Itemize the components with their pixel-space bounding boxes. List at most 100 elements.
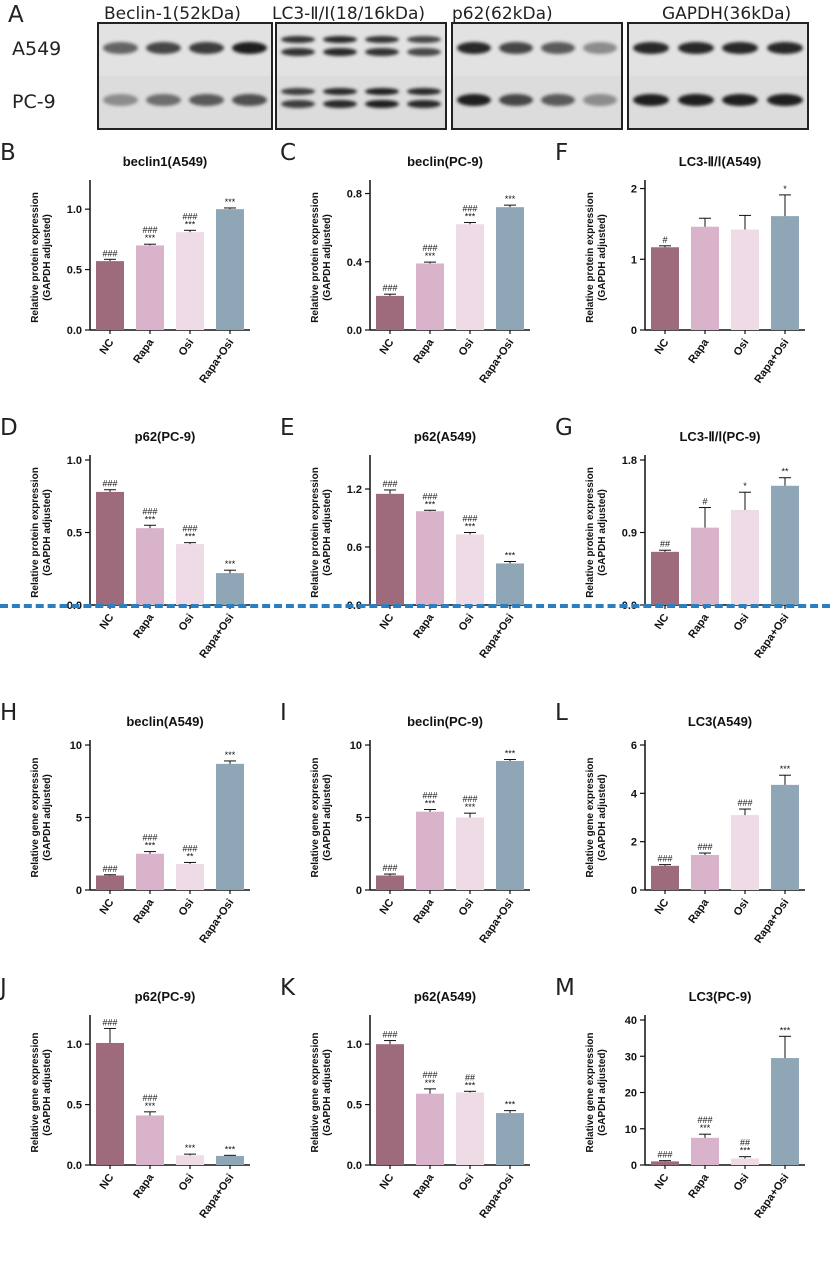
y-axis-label-line: (GAPDH adjusted) bbox=[597, 1049, 608, 1136]
blot-band bbox=[766, 42, 803, 54]
y-tick-label: 0 bbox=[631, 325, 637, 337]
bar bbox=[376, 493, 404, 605]
bar bbox=[496, 1113, 524, 1165]
bar bbox=[731, 815, 759, 890]
protein-label-lc3: LC3-Ⅱ/Ⅰ(18/16kDa) bbox=[272, 4, 426, 24]
blot-band bbox=[281, 88, 315, 95]
x-tick-label: Rapa bbox=[411, 611, 437, 641]
chart-svg: LC3(A549) Relative gene expression(GAPDH … bbox=[585, 714, 805, 946]
significance-label: *** bbox=[700, 1123, 711, 1133]
y-tick-label: 10 bbox=[350, 740, 362, 752]
blot-band bbox=[407, 88, 441, 95]
chart-title: p62(PC-9) bbox=[135, 989, 196, 1004]
x-tick-label: Rapa+Osi bbox=[197, 1172, 236, 1221]
bar bbox=[176, 232, 204, 330]
chart-title: p62(A549) bbox=[414, 989, 476, 1004]
chart-svg: p62(A549) Relative protein expression(GAP… bbox=[310, 429, 530, 661]
y-axis-label-line: Relative gene expression bbox=[310, 1032, 321, 1152]
x-tick-label: Osi bbox=[176, 1172, 196, 1193]
blot-band bbox=[499, 94, 533, 106]
significance-label: *** bbox=[145, 1101, 156, 1111]
bar bbox=[416, 263, 444, 330]
blot-band bbox=[583, 42, 617, 54]
cell-label-pc9: PC-9 bbox=[12, 91, 56, 113]
bar bbox=[216, 209, 244, 330]
blot-p62 bbox=[451, 22, 623, 130]
significance-label: # bbox=[662, 235, 667, 245]
chart-panel-m: M LC3(PC-9) Relative gene expression(GAPDH… bbox=[555, 975, 825, 1280]
significance-label: ### bbox=[382, 1030, 397, 1040]
significance-label: ### bbox=[422, 1070, 437, 1080]
blot-row bbox=[629, 76, 807, 128]
bar bbox=[376, 875, 404, 890]
blot-band bbox=[633, 42, 670, 54]
protein-label-p62: p62(62kDa) bbox=[452, 4, 553, 24]
y-axis-label-line: (GAPDH adjusted) bbox=[597, 489, 608, 576]
blot-band bbox=[633, 94, 670, 106]
bar bbox=[691, 1137, 719, 1165]
chart-panel-l: L LC3(A549) Relative gene expression(GAPDH… bbox=[555, 700, 825, 1005]
blot-band bbox=[189, 94, 224, 106]
bar bbox=[691, 226, 719, 330]
chart-title: LC3-Ⅱ/Ⅰ(PC-9) bbox=[679, 429, 760, 444]
y-axis-label-line: Relative gene expression bbox=[585, 757, 596, 877]
blot-band bbox=[722, 94, 759, 106]
bar bbox=[456, 224, 484, 330]
y-tick-label: 0.4 bbox=[347, 257, 363, 269]
y-axis-label: Relative gene expression(GAPDH adjusted) bbox=[30, 1032, 53, 1152]
x-tick-label: NC bbox=[98, 337, 117, 357]
chart-title: LC3(A549) bbox=[688, 714, 752, 729]
bar bbox=[691, 854, 719, 890]
bar bbox=[96, 1042, 124, 1165]
significance-label: *** bbox=[425, 1078, 436, 1088]
y-axis-label: Relative protein expression(GAPDH adjust… bbox=[310, 467, 333, 598]
significance-label: *** bbox=[465, 802, 476, 812]
blot-band bbox=[323, 48, 357, 56]
chart-svg: p62(PC-9) Relative protein expression(GAP… bbox=[30, 429, 250, 661]
bar bbox=[176, 863, 204, 890]
blot-band bbox=[407, 100, 441, 108]
y-tick-label: 0.6 bbox=[347, 542, 362, 554]
x-tick-label: Rapa bbox=[686, 1171, 712, 1201]
blot-row bbox=[99, 76, 271, 128]
blot-band bbox=[541, 94, 575, 106]
x-tick-label: Rapa+Osi bbox=[197, 897, 236, 946]
significance-label: *** bbox=[145, 514, 156, 524]
y-tick-label: 5 bbox=[356, 813, 362, 825]
blot-row bbox=[277, 76, 445, 128]
y-tick-label: 0.5 bbox=[347, 1100, 362, 1112]
significance-label: *** bbox=[145, 841, 156, 851]
significance-label: *** bbox=[185, 219, 196, 229]
blot-band bbox=[499, 42, 533, 54]
y-axis-label-line: Relative protein expression bbox=[30, 467, 41, 598]
significance-label: *** bbox=[185, 1143, 196, 1153]
significance-label: ### bbox=[697, 842, 712, 852]
y-axis-label-line: Relative gene expression bbox=[30, 1032, 41, 1152]
chart-svg: p62(PC-9) Relative gene expression(GAPDH … bbox=[30, 989, 250, 1221]
x-tick-label: Rapa+Osi bbox=[477, 337, 516, 386]
x-tick-label: Osi bbox=[456, 897, 476, 918]
x-tick-label: Rapa+Osi bbox=[197, 612, 236, 661]
x-tick-label: NC bbox=[378, 897, 397, 917]
significance-label: ## bbox=[465, 1072, 475, 1082]
x-tick-label: NC bbox=[378, 612, 397, 632]
bar bbox=[376, 295, 404, 330]
significance-label: # bbox=[702, 497, 707, 507]
y-axis-label-line: Relative gene expression bbox=[30, 757, 41, 877]
x-tick-label: NC bbox=[653, 897, 672, 917]
chart-svg: beclin(PC-9) Relative protein expression(… bbox=[310, 154, 530, 386]
y-tick-label: 4 bbox=[631, 788, 638, 800]
significance-label: ### bbox=[737, 798, 752, 808]
blot-band bbox=[541, 42, 575, 54]
y-tick-label: 6 bbox=[631, 740, 637, 752]
y-axis-label-line: Relative protein expression bbox=[585, 192, 596, 323]
significance-label: ### bbox=[422, 791, 437, 801]
y-axis-label: Relative protein expression(GAPDH adjust… bbox=[310, 192, 333, 323]
significance-label: ### bbox=[382, 863, 397, 873]
y-axis-label: Relative gene expression(GAPDH adjusted) bbox=[585, 757, 608, 877]
x-tick-label: Rapa+Osi bbox=[477, 1172, 516, 1221]
x-tick-label: Osi bbox=[731, 1172, 751, 1193]
